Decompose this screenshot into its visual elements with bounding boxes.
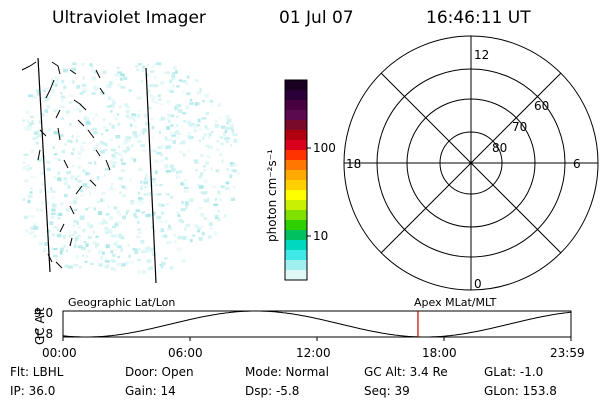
info-mode: Mode: Normal (245, 365, 329, 379)
info-ip: IP: 36.0 (10, 384, 56, 398)
colorbar-segment (285, 220, 307, 231)
colorbar-frame (284, 79, 308, 281)
colorbar-segment (285, 210, 307, 221)
mlt-label-6: 6 (573, 157, 581, 171)
info-filter: Flt: LBHL (10, 365, 64, 379)
info-glat: GLat: -1.0 (484, 365, 544, 379)
info-gc-alt: GC Alt: 3.4 Re (364, 365, 448, 379)
info-door: Door: Open (125, 365, 194, 379)
observation-date: 01 Jul 07 (279, 8, 354, 28)
mlat-label-60: 60 (534, 99, 549, 113)
altitude-curve (62, 310, 572, 338)
timeline-frame (62, 310, 572, 338)
time-tick-label-1200: 12:00 (296, 346, 331, 360)
colorbar-segment (285, 180, 307, 191)
colorbar-unit-label: photon cm⁻²s⁻¹ (265, 149, 279, 242)
apex-label: Apex MLat/MLT (414, 296, 497, 309)
colorbar-segment (285, 120, 307, 131)
info-dsp: Dsp: -5.8 (245, 384, 300, 398)
mlt-label-12: 12 (474, 48, 489, 62)
colorbar-segment (285, 100, 307, 111)
info-glon: GLon: 153.8 (484, 384, 557, 398)
colorbar-segment (285, 110, 307, 121)
colorbar-segment (285, 160, 307, 171)
polar-diagonal-2 (380, 72, 562, 254)
colorbar-segment (285, 270, 307, 281)
colorbar-segment (285, 260, 307, 271)
colorbar-segment (285, 170, 307, 181)
colorbar-segment (285, 240, 307, 251)
colorbar-segment (285, 230, 307, 241)
mlat-label-70: 70 (512, 120, 527, 134)
coastline-dashes (21, 61, 111, 269)
mlt-label-0: 0 (474, 277, 482, 291)
timeline-ylabel: GC Alt (33, 307, 47, 345)
colorbar-segment (285, 200, 307, 211)
image-emission-speckle (22, 62, 241, 274)
instrument-title: Ultraviolet Imager (52, 8, 206, 28)
image-boundary-left (37, 57, 51, 273)
image-boundary-right (145, 67, 157, 284)
colorbar-segment (285, 250, 307, 261)
colorbar-segment (285, 90, 307, 101)
time-tick-label-0600: 06:00 (168, 346, 203, 360)
info-gain: Gain: 14 (125, 384, 176, 398)
mlat-label-80: 80 (492, 141, 507, 155)
colorbar-segment (285, 190, 307, 201)
timeline-ymax: 9.0 (34, 306, 53, 320)
colorbar-tick-label-100: 100 (313, 141, 336, 155)
colorbar-segment (285, 150, 307, 161)
colorbar-tick-label-10: 10 (313, 229, 328, 243)
observation-time: 16:46:11 UT (426, 8, 531, 28)
geographic-label: Geographic Lat/Lon (68, 296, 175, 309)
timeline-ymin: 1.8 (34, 327, 53, 341)
time-tick-label-2359: 23:59 (550, 346, 585, 360)
colorbar-segment (285, 130, 307, 141)
colorbar-segment (285, 80, 307, 91)
time-tick-label-1800: 18:00 (422, 346, 457, 360)
colorbar-segment (285, 140, 307, 151)
info-seq: Seq: 39 (364, 384, 410, 398)
mlt-label-18: 18 (346, 157, 361, 171)
time-tick-label-0000: 00:00 (42, 346, 77, 360)
